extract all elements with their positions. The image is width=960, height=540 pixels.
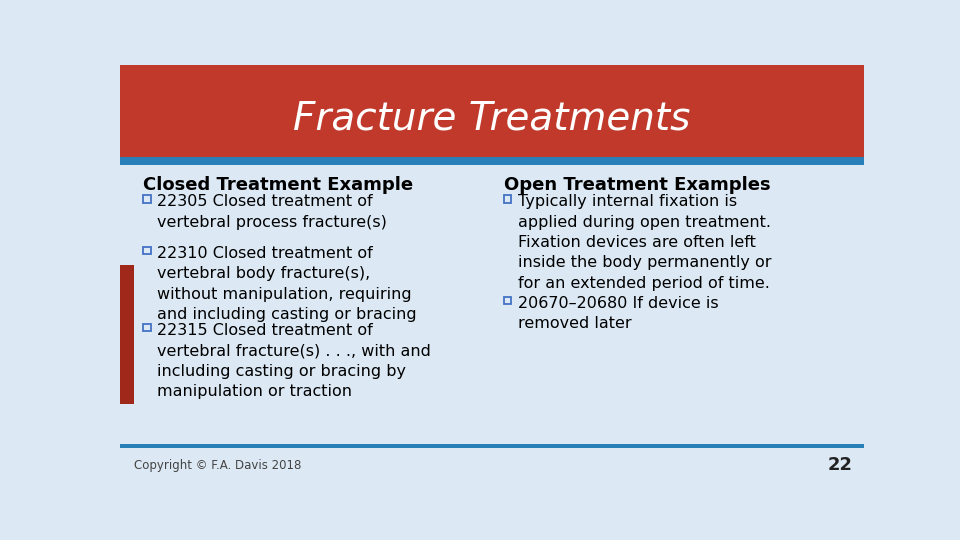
FancyBboxPatch shape	[120, 444, 864, 448]
Text: 22310 Closed treatment of
vertebral body fracture(s),
without manipulation, requ: 22310 Closed treatment of vertebral body…	[157, 246, 417, 322]
FancyBboxPatch shape	[120, 265, 134, 403]
Text: 22: 22	[828, 456, 852, 474]
Text: Copyright © F.A. Davis 2018: Copyright © F.A. Davis 2018	[134, 458, 301, 472]
FancyBboxPatch shape	[120, 65, 864, 157]
Text: Open Treatment Examples: Open Treatment Examples	[504, 177, 770, 194]
Text: 20670–20680 If device is
removed later: 20670–20680 If device is removed later	[517, 296, 718, 331]
FancyBboxPatch shape	[120, 448, 864, 481]
Text: Closed Treatment Example: Closed Treatment Example	[143, 177, 414, 194]
Text: 22305 Closed treatment of
vertebral process fracture(s): 22305 Closed treatment of vertebral proc…	[157, 194, 387, 230]
Text: Fracture Treatments: Fracture Treatments	[294, 100, 690, 138]
Text: Typically internal fixation is
applied during open treatment.
Fixation devices a: Typically internal fixation is applied d…	[517, 194, 771, 291]
Text: 22315 Closed treatment of
vertebral fracture(s) . . ., with and
including castin: 22315 Closed treatment of vertebral frac…	[157, 323, 431, 399]
FancyBboxPatch shape	[120, 157, 864, 165]
